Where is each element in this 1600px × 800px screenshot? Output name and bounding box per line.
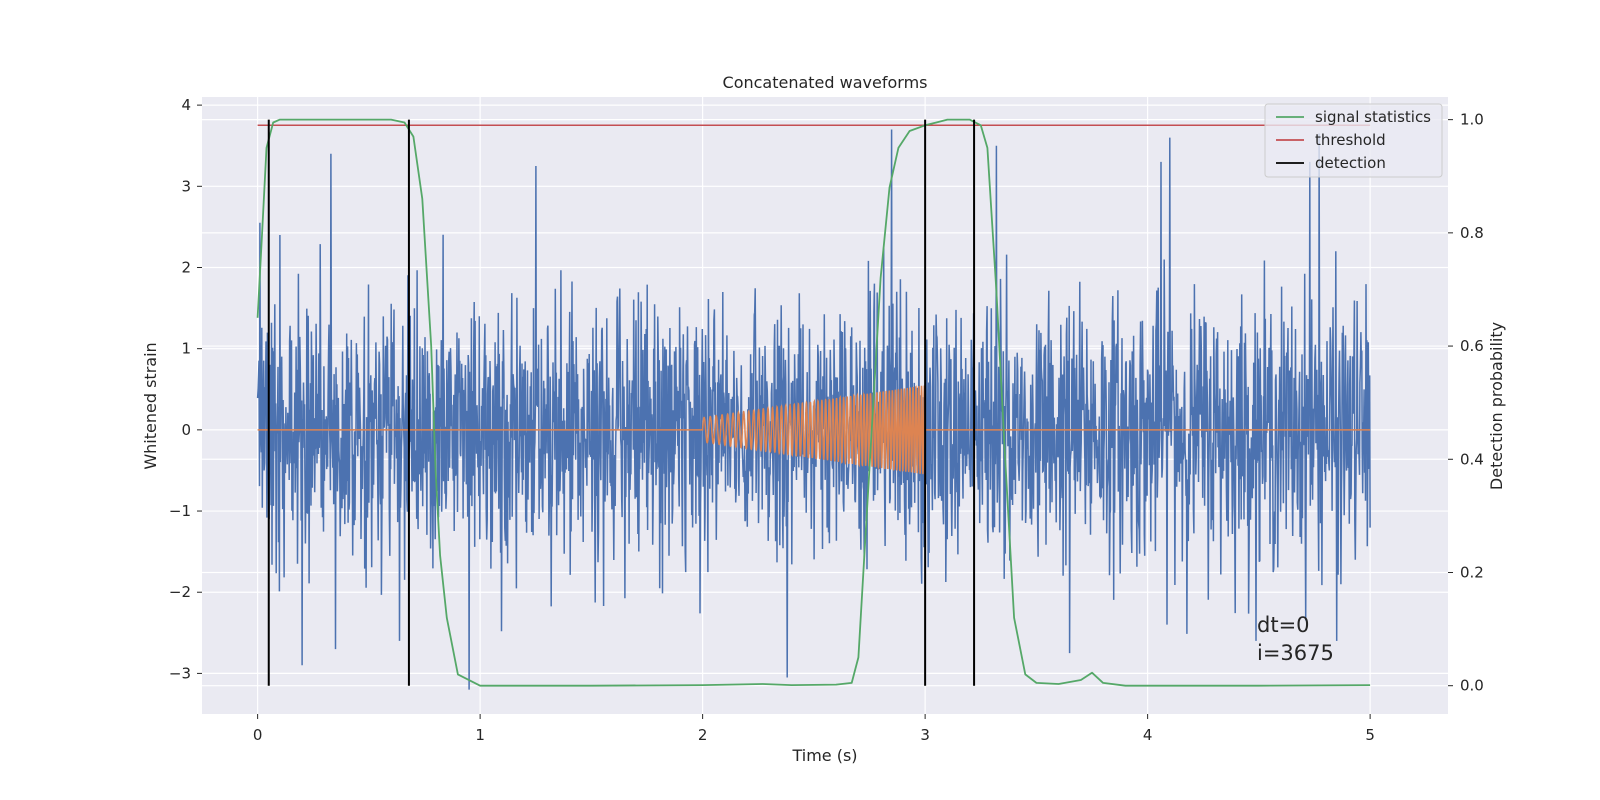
y-right-tick-label: 0.4	[1460, 450, 1484, 468]
annotation-index: i=3675	[1257, 641, 1334, 665]
y-right-tick-label: 0.0	[1460, 677, 1484, 695]
legend-box	[1264, 103, 1443, 178]
series-whitened-strain	[256, 129, 1371, 690]
annotation-dt: dt=0	[1257, 613, 1310, 637]
legend: signal statistics threshold detection	[1264, 103, 1443, 178]
series-waveform	[257, 385, 1371, 475]
y-tick-label: −2	[169, 583, 191, 601]
y-right-tick-label: 0.2	[1460, 563, 1484, 581]
x-tick-label: 2	[698, 726, 708, 744]
x-tick-label: 3	[920, 726, 930, 744]
y-tick-label: −1	[169, 502, 191, 520]
chart-title: Concatenated waveforms	[723, 73, 928, 92]
y-tick-label: 4	[181, 96, 191, 114]
x-axis: 0 1 2 3 4 5	[253, 714, 1375, 744]
y-right-tick-label: 1.0	[1460, 111, 1484, 129]
x-axis-label: Time (s)	[791, 746, 857, 765]
x-tick-label: 1	[475, 726, 485, 744]
legend-label-threshold: threshold	[1315, 131, 1386, 149]
series-signal-statistics	[256, 118, 1371, 687]
y-tick-label: 2	[181, 258, 191, 276]
y-right-tick-label: 0.8	[1460, 224, 1484, 242]
x-tick-label: 5	[1365, 726, 1375, 744]
y-tick-label: 0	[181, 421, 191, 439]
y-tick-label: 3	[181, 177, 191, 195]
legend-label-detection: detection	[1315, 154, 1386, 172]
y-right-tick-label: 0.6	[1460, 337, 1484, 355]
y-axis-label: Whitened strain	[141, 342, 160, 469]
y-tick-label: 1	[181, 340, 191, 358]
x-tick-label: 0	[253, 726, 263, 744]
y-axis-right-label: Detection probability	[1487, 322, 1506, 490]
y-axis-right: 0.0 0.2 0.4 0.6 0.8 1.0	[1448, 111, 1484, 695]
plot-area	[256, 118, 1371, 690]
x-tick-label: 4	[1143, 726, 1153, 744]
y-tick-label: −3	[169, 664, 191, 682]
y-axis-left: −3 −2 −1 0 1 2 3 4	[169, 96, 202, 682]
legend-label-signal-statistics: signal statistics	[1315, 108, 1431, 126]
